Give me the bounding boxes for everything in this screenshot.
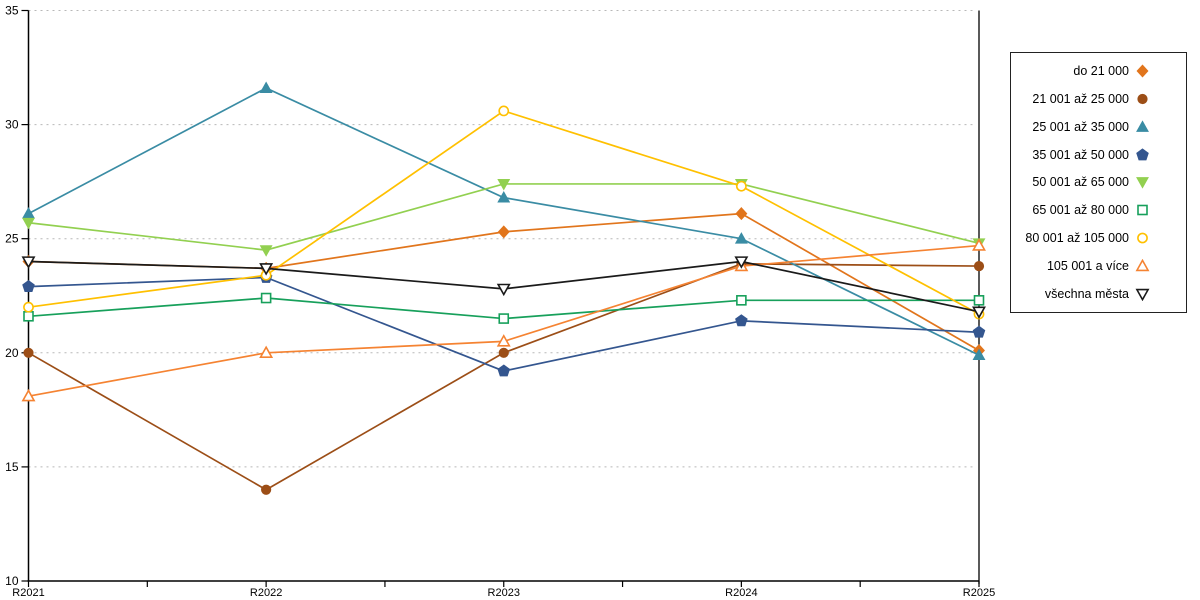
triangle-down-marker-icon [497, 179, 511, 191]
legend-item-label: všechna města [1044, 286, 1129, 301]
triangle-down-marker-icon [1135, 288, 1150, 301]
circle-marker-icon [23, 301, 34, 313]
legend-item: 21 001 až 25 000 [1011, 92, 1186, 106]
legend-marker [1137, 93, 1148, 104]
diamond-marker-icon [1136, 64, 1149, 78]
circle-marker-icon [973, 260, 985, 272]
legend-item-label: 21 001 až 25 000 [1032, 91, 1129, 106]
legend-item: do 21 000 [1011, 64, 1186, 78]
legend-item-label: 25 001 až 35 000 [1032, 119, 1129, 134]
legend-item-label: 35 001 až 50 000 [1032, 147, 1129, 162]
triangle-up-marker-icon [259, 345, 274, 359]
x-axis-label: R2022 [250, 587, 282, 599]
y-axis-label: 20 [5, 346, 19, 360]
square-marker-icon [498, 313, 510, 324]
legend-item: všechna města [1011, 287, 1186, 301]
triangle-down-marker-icon [259, 263, 274, 276]
circle-marker-icon [498, 105, 510, 117]
legend-marker [1135, 259, 1150, 272]
legend-item-label: 105 001 a více [1046, 259, 1129, 274]
x-axis-label: R2023 [488, 587, 520, 599]
triangle-up-marker-icon [1136, 120, 1149, 132]
pentagon-marker-icon [972, 325, 986, 338]
triangle-up-marker-icon [734, 232, 748, 244]
triangle-up-marker-icon [1135, 259, 1150, 272]
circle-marker-icon [261, 484, 272, 495]
triangle-up-marker-icon [972, 238, 986, 251]
legend-marker [1135, 288, 1150, 301]
square-marker-icon [973, 295, 985, 306]
triangle-down-marker-icon [734, 256, 749, 269]
diamond-marker-icon [735, 207, 748, 221]
triangle-up-marker-icon [972, 348, 986, 360]
y-axis-label: 35 [5, 4, 19, 18]
triangle-down-marker-icon [22, 217, 35, 230]
chart-legend: do 21 000 21 001 až 25 000 25 001 až 35 00… [1010, 52, 1187, 313]
circle-marker-icon [1137, 232, 1148, 244]
square-marker-icon [23, 310, 34, 322]
circle-marker-icon [1137, 93, 1148, 104]
triangle-down-marker-icon [21, 256, 36, 269]
x-axis-label: R2024 [725, 587, 757, 599]
legend-item-label: 80 001 až 105 000 [1025, 231, 1129, 246]
triangle-up-marker-icon [259, 81, 273, 93]
legend-item: 50 001 až 65 000 [1011, 175, 1186, 189]
pentagon-marker-icon [1136, 147, 1149, 160]
triangle-down-marker-icon [1136, 177, 1149, 190]
legend-marker [1136, 120, 1149, 132]
legend-item: 80 001 až 105 000 [1011, 231, 1186, 245]
triangle-up-marker-icon [497, 191, 511, 203]
triangle-down-marker-icon [972, 306, 986, 319]
y-axis-label: 25 [5, 232, 19, 246]
pentagon-marker-icon [735, 314, 748, 327]
triangle-up-marker-icon [21, 388, 36, 402]
y-axis-label: 10 [5, 574, 19, 588]
triangle-down-marker-icon [259, 245, 273, 257]
pentagon-marker-icon [497, 364, 511, 377]
legend-marker [1136, 177, 1149, 190]
legend-item-label: 50 001 až 65 000 [1032, 175, 1129, 190]
legend-marker [1137, 205, 1148, 216]
legend-marker [1137, 232, 1148, 244]
triangle-up-marker-icon [496, 334, 511, 347]
triangle-down-marker-icon [496, 283, 511, 297]
series-line [28, 262, 980, 491]
x-axis-label: R2025 [963, 587, 995, 599]
circle-marker-icon [23, 347, 34, 358]
circle-marker-icon [498, 347, 509, 358]
legend-item: 25 001 až 35 000 [1011, 120, 1186, 134]
legend-marker [1136, 147, 1149, 160]
series-line [28, 109, 980, 315]
diamond-marker-icon [497, 225, 510, 239]
legend-marker [1136, 64, 1149, 78]
y-axis-label: 15 [5, 460, 19, 474]
square-marker-icon [260, 292, 272, 304]
legend-item: 65 001 až 80 000 [1011, 203, 1186, 217]
square-marker-icon [736, 295, 747, 306]
legend-item: 105 001 a více [1011, 259, 1186, 273]
legend-item: 35 001 až 50 000 [1011, 148, 1186, 162]
legend-item-label: do 21 000 [1073, 63, 1129, 78]
x-axis-label: R2021 [12, 587, 44, 599]
square-marker-icon [1137, 205, 1148, 216]
y-axis-label: 30 [5, 118, 19, 132]
pentagon-marker-icon [22, 280, 35, 292]
legend-item-label: 65 001 až 80 000 [1032, 203, 1129, 218]
triangle-up-marker-icon [22, 206, 35, 219]
circle-marker-icon [735, 180, 747, 192]
